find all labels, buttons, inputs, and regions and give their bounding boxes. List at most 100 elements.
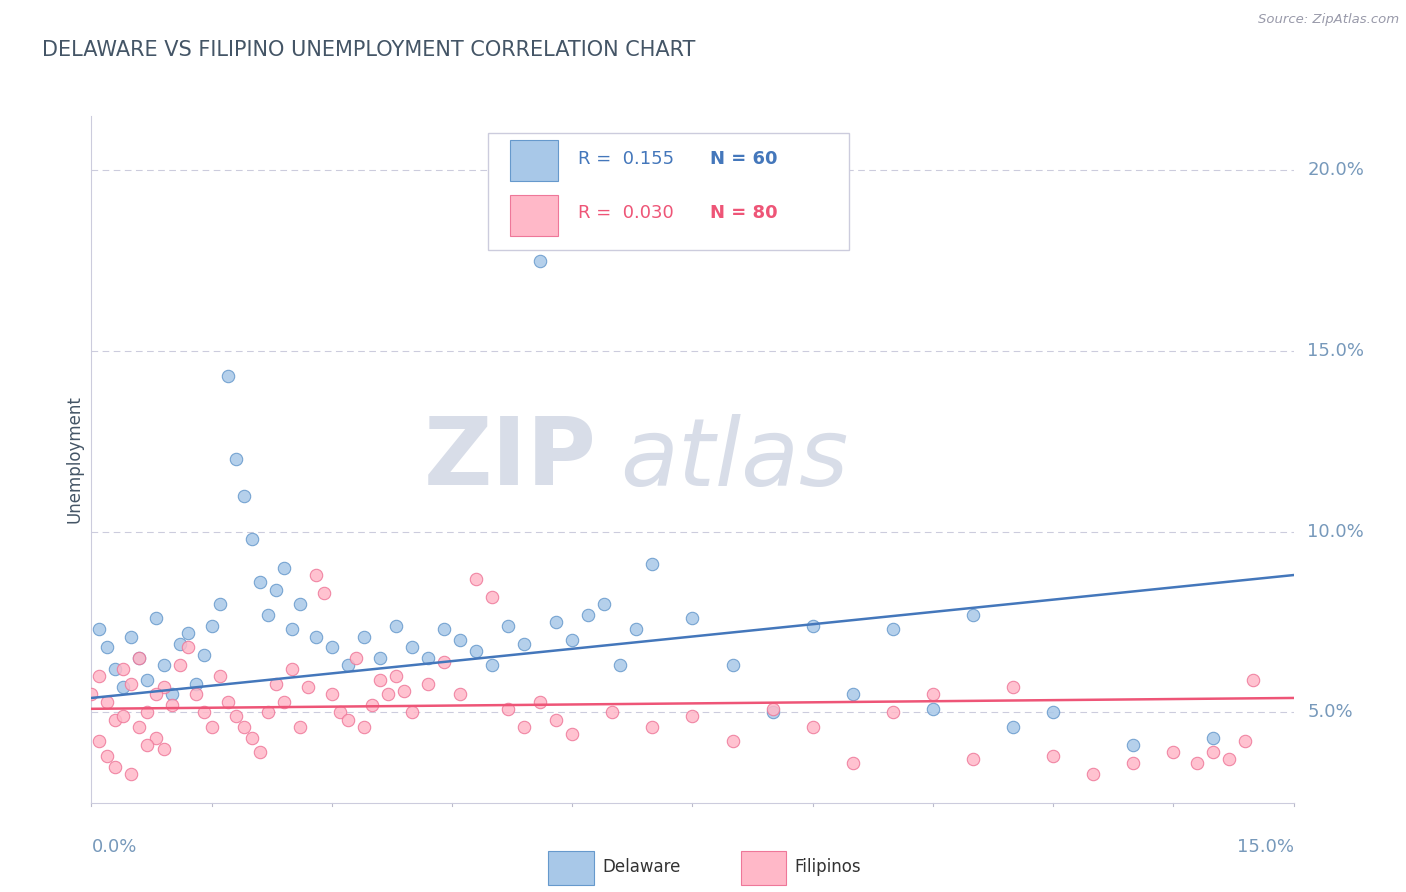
Point (1001, 720, 1024, 734)
Point (401, 640, 423, 655)
Point (264, 676, 287, 690)
Point (882, 706, 904, 720)
Point (217, 369, 239, 384)
Point (217, 695, 239, 709)
Point (80, 687, 103, 701)
Point (353, 630, 375, 644)
Text: N = 80: N = 80 (710, 204, 778, 222)
Point (305, 568, 328, 582)
Point (89, 669, 111, 683)
Text: 15.0%: 15.0% (1308, 342, 1364, 360)
Text: 20.0%: 20.0% (1308, 161, 1364, 179)
Point (128, 720, 150, 734)
Point (104, 662, 127, 676)
Text: atlas: atlas (620, 414, 849, 505)
Point (1042, 706, 1064, 720)
Text: Source: ZipAtlas.com: Source: ZipAtlas.com (1258, 13, 1399, 27)
Point (546, 713, 568, 727)
Y-axis label: Unemployment: Unemployment (65, 395, 83, 524)
Point (513, 637, 536, 651)
Text: 10.0%: 10.0% (1308, 523, 1364, 541)
Point (201, 720, 224, 734)
Point (360, 698, 382, 713)
Point (273, 695, 295, 709)
Point (160, 687, 183, 701)
Point (104, 759, 127, 773)
Point (721, 658, 744, 673)
Point (112, 662, 135, 676)
Text: Delaware: Delaware (602, 858, 681, 876)
Point (368, 651, 391, 665)
Point (249, 575, 271, 590)
Point (841, 756, 863, 770)
Point (385, 669, 408, 683)
Point (1163, 745, 1185, 759)
Text: 15.0%: 15.0% (1236, 838, 1294, 855)
Point (922, 687, 945, 701)
Point (336, 713, 359, 727)
Point (626, 622, 648, 636)
Point (1218, 752, 1240, 766)
Point (529, 695, 551, 709)
Text: N = 60: N = 60 (710, 150, 778, 168)
Point (1202, 731, 1225, 745)
Point (176, 626, 198, 640)
Point (801, 618, 824, 632)
Point (184, 676, 207, 690)
Point (136, 738, 159, 752)
Point (136, 706, 159, 720)
Point (481, 590, 503, 604)
Point (96, 748, 118, 763)
Text: DELAWARE VS FILIPINO UNEMPLOYMENT CORRELATION CHART: DELAWARE VS FILIPINO UNEMPLOYMENT CORREL… (42, 40, 696, 60)
Point (208, 597, 231, 611)
Point (329, 706, 352, 720)
Bar (510, 140, 558, 181)
Point (169, 658, 191, 673)
Point (1243, 673, 1265, 687)
Point (240, 532, 263, 546)
Text: R =  0.155: R = 0.155 (578, 150, 675, 168)
Point (232, 489, 254, 503)
Point (922, 702, 945, 716)
Point (152, 741, 174, 756)
Point (762, 702, 785, 716)
Point (641, 558, 664, 572)
Point (281, 622, 304, 636)
Point (641, 720, 664, 734)
Point (962, 607, 984, 622)
Point (96, 640, 118, 655)
Bar (548, 851, 593, 885)
Bar (741, 851, 786, 885)
Point (128, 651, 150, 665)
Point (416, 651, 439, 665)
Point (232, 720, 254, 734)
Point (416, 676, 439, 690)
Point (152, 658, 174, 673)
Point (225, 452, 247, 467)
Point (433, 655, 456, 669)
Point (1001, 680, 1024, 694)
Point (882, 622, 904, 636)
Point (609, 658, 631, 673)
Point (312, 586, 335, 600)
Point (121, 767, 143, 781)
Point (449, 633, 471, 648)
Point (401, 706, 423, 720)
Point (336, 658, 359, 673)
Point (281, 662, 304, 676)
Point (288, 597, 311, 611)
Point (602, 706, 624, 720)
Point (321, 640, 343, 655)
Point (1234, 734, 1257, 748)
Point (176, 640, 198, 655)
Point (145, 731, 167, 745)
Point (305, 630, 328, 644)
Point (240, 731, 263, 745)
Point (264, 582, 287, 597)
Point (681, 709, 703, 723)
Point (112, 709, 135, 723)
Point (121, 676, 143, 690)
Point (593, 597, 616, 611)
Point (160, 698, 183, 713)
Point (297, 680, 319, 694)
